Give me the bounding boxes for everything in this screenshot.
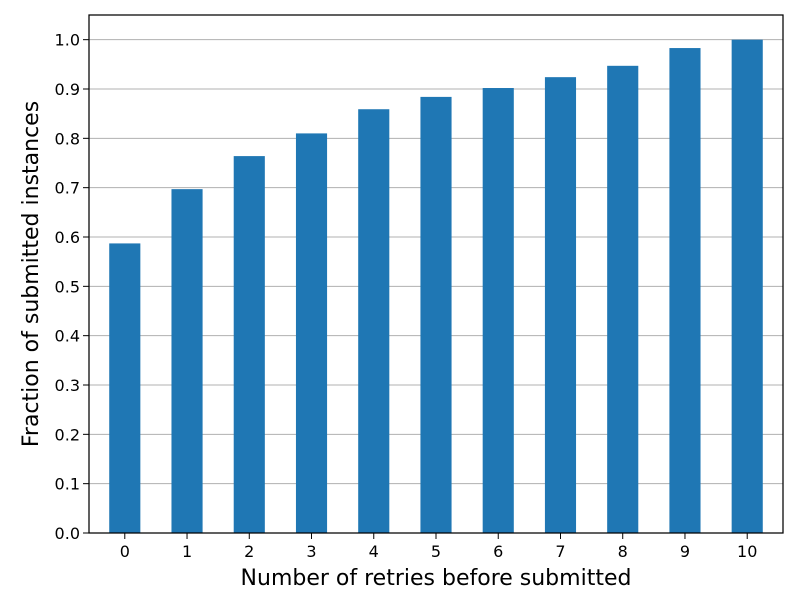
y-axis-title: Fraction of submitted instances — [19, 101, 44, 447]
bar — [358, 109, 390, 533]
y-tick-label: 0.6 — [55, 228, 80, 247]
x-tick-label: 5 — [431, 542, 441, 561]
y-tick-label: 0.2 — [55, 425, 80, 444]
bar — [233, 156, 265, 534]
bar — [420, 96, 452, 533]
y-tick-label: 0.0 — [55, 524, 80, 543]
y-tick-label: 0.3 — [55, 376, 80, 395]
x-tick-label: 7 — [555, 542, 565, 561]
bar — [171, 189, 203, 533]
y-tick-label: 0.8 — [55, 129, 80, 148]
y-tick-label: 1.0 — [55, 31, 80, 50]
x-axis-ticks: 0 1 2 3 4 5 6 7 8 9 10 — [120, 533, 757, 561]
x-tick-label: 4 — [369, 542, 379, 561]
y-tick-label: 0.4 — [55, 327, 80, 346]
bar — [731, 39, 763, 534]
bar — [544, 77, 577, 533]
bar — [607, 65, 639, 534]
x-tick-label: 1 — [182, 542, 192, 561]
bar — [295, 133, 328, 533]
x-tick-label: 9 — [680, 542, 690, 561]
bar — [482, 88, 514, 533]
x-tick-label: 6 — [493, 542, 503, 561]
x-axis-title: Number of retries before submitted — [241, 566, 632, 591]
y-tick-label: 0.7 — [55, 179, 80, 198]
x-tick-label: 10 — [737, 542, 757, 561]
y-tick-label: 0.1 — [55, 475, 80, 494]
x-tick-label: 3 — [306, 542, 316, 561]
x-tick-label: 8 — [618, 542, 628, 561]
bar — [669, 48, 701, 533]
y-tick-label: 0.9 — [55, 80, 80, 99]
y-tick-label: 0.5 — [55, 277, 80, 296]
bar — [109, 243, 141, 533]
x-tick-label: 0 — [120, 542, 130, 561]
y-axis-ticks: 0.0 0.1 0.2 0.3 0.4 0.5 0.6 0.7 0.8 0.9 1.0 — [55, 31, 89, 543]
bars — [109, 39, 763, 534]
x-tick-label: 2 — [244, 542, 254, 561]
